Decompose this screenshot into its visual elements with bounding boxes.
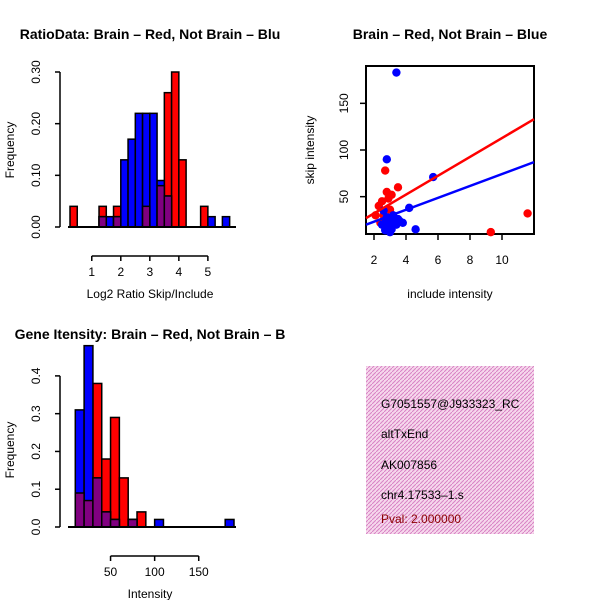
scatter-title: Brain – Red, Not Brain – Blue	[353, 26, 548, 42]
not-brain-point-0	[392, 68, 401, 77]
brain-bar-5	[118, 477, 129, 528]
scatter-x-label: include intensity	[407, 287, 492, 301]
brain-bar-7	[178, 159, 187, 228]
not-brain-point-17	[411, 225, 420, 234]
overlap-bar-5	[163, 195, 173, 228]
overlap-bar-2	[112, 215, 122, 228]
intensity-bars	[68, 344, 236, 528]
info-panel: G7051557@J933323_RC altTxEnd AK007856 ch…	[366, 366, 534, 534]
info-hatching	[366, 366, 534, 534]
y-tick-label-3: 0.30	[29, 60, 43, 84]
y-tick-label-0: 50	[337, 190, 351, 204]
x-tick-label-1: 4	[403, 253, 410, 267]
scatter-plot-box	[365, 65, 535, 235]
overlap-bar-0	[74, 492, 85, 528]
x-tick-label-1: 2	[117, 265, 124, 279]
x-tick-label-2: 3	[146, 265, 153, 279]
info-accession: AK007856	[381, 458, 437, 472]
y-tick-label-1: 0.10	[29, 163, 43, 187]
not-brain-bar-7	[224, 518, 235, 528]
scatter-points	[371, 68, 532, 237]
not-brain-point-1	[382, 155, 391, 164]
overlap-bar-4	[109, 518, 121, 528]
brain-bar-8	[199, 205, 209, 228]
intensity-y-label: Frequency	[3, 422, 17, 479]
x-tick-label-0: 50	[104, 565, 118, 579]
info-probe-id: G7051557@J933323_RC	[381, 397, 520, 411]
scatter-fit-lines	[365, 118, 535, 226]
x-tick-label-2: 150	[189, 565, 209, 579]
x-tick-label-1: 100	[145, 565, 165, 579]
ratio-bars	[68, 71, 236, 228]
info-event-type: altTxEnd	[381, 427, 428, 441]
not-brain-bar-11	[221, 215, 231, 228]
not-brain-point-15	[398, 218, 407, 227]
brain-point-3	[377, 197, 387, 206]
overlap-bar-1	[98, 215, 108, 228]
not-brain-bar-4	[127, 138, 137, 228]
not-brain-fit-line	[365, 160, 535, 226]
brain-point-11	[393, 183, 403, 192]
brain-point-9	[387, 190, 396, 199]
not-brain-bar-6	[153, 518, 165, 528]
brain-point-13	[486, 227, 495, 237]
brain-bar-0	[69, 205, 79, 228]
y-tick-label-3: 0.3	[29, 405, 43, 422]
intensity-title: Gene Itensity: Brain – Red, Not Brain – …	[15, 326, 286, 342]
not-brain-bar-1	[105, 215, 115, 228]
overlap-bar-3	[100, 511, 112, 528]
intensity-x-axis: 50 100 150	[104, 555, 209, 579]
not-brain-bar-5	[134, 112, 144, 228]
x-tick-label-3: 8	[467, 253, 474, 267]
ratio-x-label: Log2 Ratio Skip/Include	[87, 287, 214, 301]
intensity-y-axis: 0.0 0.1 0.2 0.3 0.4	[29, 367, 61, 535]
brain-bar-7	[136, 511, 147, 528]
ratio-y-label: Frequency	[3, 122, 17, 179]
info-location: chr4.17533–1.s	[381, 488, 464, 502]
x-tick-label-0: 2	[371, 253, 378, 267]
y-tick-label-2: 0.2	[29, 443, 43, 460]
brain-bar-6	[170, 71, 180, 228]
scatter-panel: Brain – Red, Not Brain – Blue 2 4 6 8 10 50 1…	[303, 26, 547, 301]
brain-point-5	[381, 166, 390, 175]
y-tick-label-0: 0.00	[29, 215, 43, 239]
y-tick-label-2: 150	[337, 93, 351, 113]
y-tick-label-1: 100	[337, 140, 351, 160]
not-brain-bar-10	[207, 215, 216, 228]
info-pval: Pval: 2.000000	[381, 512, 461, 526]
overlap-bar-3	[141, 205, 151, 228]
x-tick-label-4: 10	[495, 253, 509, 267]
y-tick-label-0: 0.0	[29, 518, 43, 535]
scatter-x-axis: 2 4 6 8 10	[371, 235, 509, 267]
not-brain-bar-3	[120, 159, 129, 228]
ratio-histogram-panel: RatioData: Brain – Red, Not Brain – Blu …	[3, 26, 280, 301]
overlap-bar-4	[156, 184, 166, 228]
brain-fit-line	[365, 118, 535, 220]
y-tick-label-1: 0.1	[29, 481, 43, 498]
not-brain-point-19	[381, 226, 390, 235]
x-tick-label-2: 6	[435, 253, 442, 267]
x-tick-label-4: 5	[205, 265, 212, 279]
overlap-bar-2	[92, 477, 103, 528]
x-tick-label-0: 1	[88, 265, 95, 279]
not-brain-bar-7	[149, 112, 158, 228]
x-tick-label-3: 4	[176, 265, 183, 279]
not-brain-bar-1	[83, 344, 94, 528]
intensity-histogram-panel: Gene Itensity: Brain – Red, Not Brain – …	[3, 326, 285, 600]
scatter-y-label: skip intensity	[303, 116, 317, 185]
intensity-x-label: Intensity	[128, 587, 173, 600]
overlap-bar-6	[127, 518, 138, 528]
y-tick-label-2: 0.20	[29, 112, 43, 136]
scatter-y-axis: 50 100 150	[337, 93, 365, 203]
brain-point-14	[523, 209, 532, 218]
ratio-x-axis: 1 2 3 4 5	[88, 255, 212, 279]
ratio-y-axis: 0.00 0.10 0.20 0.30	[29, 60, 61, 239]
brain-bar-4	[109, 416, 121, 528]
overlap-bar-1	[83, 499, 94, 528]
ratio-title: RatioData: Brain – Red, Not Brain – Blu	[20, 26, 281, 42]
y-tick-label-4: 0.4	[29, 367, 43, 384]
